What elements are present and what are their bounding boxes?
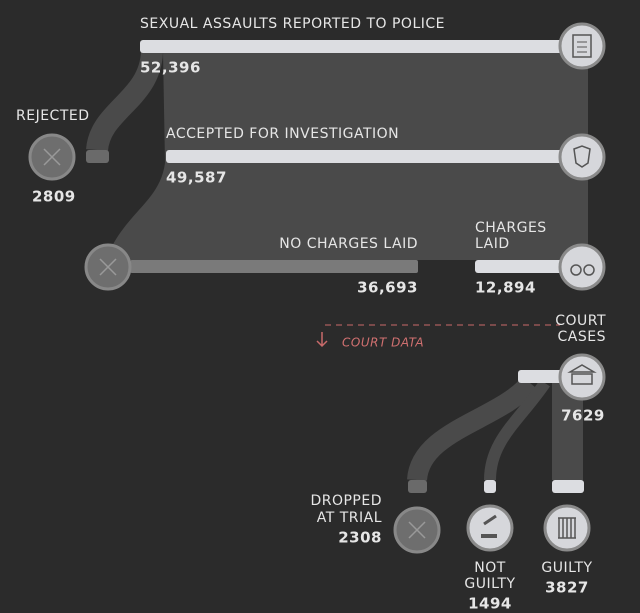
flow <box>110 163 475 260</box>
bar <box>166 150 580 163</box>
bar <box>475 260 580 273</box>
bar <box>484 480 496 493</box>
node-label: GUILTY <box>541 560 592 576</box>
bar <box>86 150 109 163</box>
node-label: GUILTY <box>464 576 515 592</box>
node-value: 12,894 <box>475 279 536 297</box>
node-label: NO CHARGES LAID <box>279 236 418 252</box>
bar <box>408 480 427 493</box>
node-value: 1494 <box>468 595 512 613</box>
icon <box>84 243 132 291</box>
icon <box>28 133 76 181</box>
arrow <box>316 332 328 348</box>
icon <box>558 243 606 291</box>
node-label: LAID <box>475 236 510 252</box>
node-label: DROPPED <box>310 493 382 509</box>
node-value: 2809 <box>32 188 76 206</box>
node-label: SEXUAL ASSAULTS REPORTED TO POLICE <box>140 16 445 32</box>
icon <box>393 506 441 554</box>
node-label: NOT <box>474 560 506 576</box>
flow <box>163 52 588 163</box>
node-value: 49,587 <box>166 169 227 187</box>
divider-label: COURT DATA <box>342 336 424 350</box>
icon <box>466 504 514 552</box>
icon <box>558 133 606 181</box>
flow <box>475 163 588 260</box>
bar <box>140 40 580 53</box>
node-label: ACCEPTED FOR INVESTIGATION <box>166 126 399 142</box>
node-value: 3827 <box>545 579 589 597</box>
icon <box>558 353 606 401</box>
node-label: REJECTED <box>16 108 90 124</box>
icon <box>558 22 606 70</box>
node-label: CHARGES <box>475 220 547 236</box>
node-label: CASES <box>558 329 606 345</box>
icon <box>543 504 591 552</box>
node-value: 2308 <box>338 529 382 547</box>
node-value: 36,693 <box>357 279 418 297</box>
flow <box>484 379 550 481</box>
node-value: 52,396 <box>140 59 201 77</box>
node-value: 7629 <box>561 407 605 425</box>
flow <box>407 376 538 482</box>
bar <box>130 260 418 273</box>
bar <box>552 480 584 493</box>
node-label: COURT <box>555 313 606 329</box>
node-label: AT TRIAL <box>317 510 382 526</box>
flow <box>86 50 163 152</box>
flow <box>552 383 583 480</box>
